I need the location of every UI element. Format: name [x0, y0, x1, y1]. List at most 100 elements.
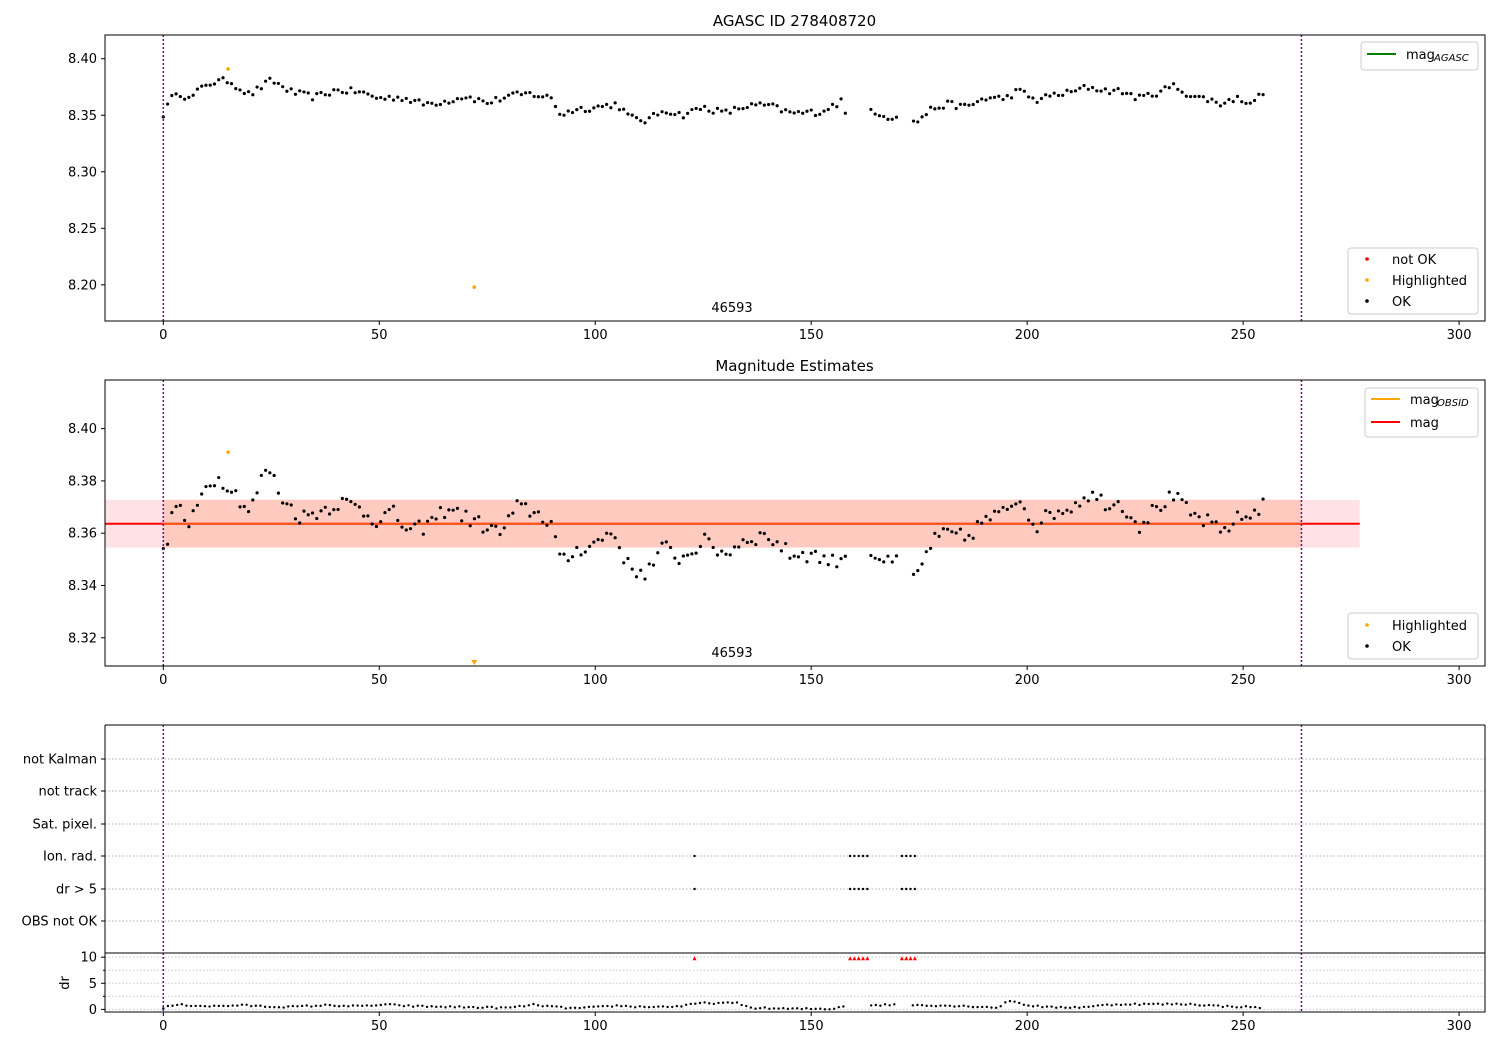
data-point [217, 475, 221, 480]
data-point [874, 1003, 877, 1007]
data-point [1018, 1001, 1021, 1005]
data-point [941, 527, 945, 531]
data-point [1129, 92, 1133, 96]
data-point [711, 111, 715, 115]
legend-marker [1365, 623, 1369, 627]
data-point [438, 506, 442, 510]
data-point [792, 554, 796, 558]
data-point [1056, 93, 1061, 98]
y-tick-label: 8.38 [68, 474, 97, 489]
data-point [1137, 530, 1142, 535]
data-point [1244, 515, 1248, 519]
flag-label: OBS not OK [22, 915, 98, 930]
data-point [458, 1005, 461, 1008]
data-point [786, 1007, 790, 1011]
data-point [221, 76, 225, 80]
data-point [1082, 83, 1086, 88]
data-point [245, 1003, 248, 1006]
data-point [1184, 94, 1188, 98]
legend-label: mag [1410, 416, 1439, 431]
data-point [828, 1008, 831, 1011]
data-point [1257, 512, 1261, 517]
data-point [911, 119, 916, 123]
flag-point [909, 854, 912, 858]
data-point [1009, 504, 1014, 508]
data-point [349, 86, 353, 90]
data-point [1206, 99, 1210, 104]
flag-point [693, 854, 696, 858]
data-point [626, 112, 630, 116]
data-point [504, 1006, 507, 1009]
data-point [772, 1007, 776, 1010]
data-point [1001, 97, 1005, 102]
data-point [1156, 1002, 1160, 1005]
data-point [319, 509, 323, 513]
data-point [749, 102, 754, 106]
data-point [225, 81, 229, 85]
data-point [1161, 1003, 1164, 1006]
x-tick-label: 250 [1231, 673, 1256, 688]
data-point [617, 108, 622, 112]
data-point [613, 536, 617, 540]
data-point [622, 561, 626, 565]
data-point [630, 113, 634, 117]
data-point [289, 87, 293, 91]
data-point [814, 1007, 817, 1011]
data-point [1045, 1005, 1049, 1008]
data-point [383, 97, 387, 101]
data-point [1103, 87, 1107, 91]
data-point [238, 505, 242, 509]
data-point [374, 96, 379, 100]
data-point [187, 525, 191, 529]
data-point [579, 105, 583, 109]
data-point [435, 1005, 438, 1009]
data-point [583, 550, 587, 554]
data-point [997, 94, 1001, 98]
data-point [234, 489, 238, 493]
data-point [1041, 1005, 1044, 1009]
data-point [468, 524, 472, 528]
data-point [656, 113, 660, 117]
data-point [830, 553, 835, 557]
data-point [777, 1007, 780, 1010]
data-point [1116, 500, 1120, 504]
data-point [1082, 496, 1086, 500]
data-point [997, 510, 1001, 514]
data-point [499, 1006, 503, 1009]
data-point [413, 522, 417, 526]
data-point [626, 556, 630, 561]
data-point [481, 1006, 484, 1009]
data-point [963, 102, 967, 107]
legend-label: OK [1392, 640, 1411, 655]
data-point [268, 76, 272, 80]
x-tick-label: 100 [583, 673, 608, 688]
data-point [328, 1003, 332, 1007]
data-point [801, 550, 805, 555]
data-point [1129, 516, 1133, 520]
data-point [336, 507, 340, 512]
data-point [562, 552, 566, 556]
data-point [356, 1004, 359, 1007]
out-of-range-marker [471, 660, 478, 665]
flag-point [848, 887, 852, 891]
data-point [178, 503, 182, 507]
data-point [592, 1005, 595, 1008]
data-point [259, 1004, 262, 1007]
data-point [720, 549, 724, 553]
data-point [992, 95, 997, 99]
data-point [976, 1005, 979, 1009]
data-point [404, 528, 408, 532]
data-point [886, 554, 890, 558]
data-point [1210, 520, 1214, 524]
data-point [1248, 101, 1252, 105]
data-point [402, 1004, 406, 1008]
data-point [408, 527, 413, 531]
data-point [204, 83, 208, 87]
data-point [183, 97, 187, 101]
data-point [745, 105, 749, 110]
data-point [285, 502, 289, 506]
data-point [1099, 493, 1103, 497]
x-tick-label: 100 [583, 328, 608, 343]
data-point [684, 1003, 688, 1006]
data-point [1031, 522, 1035, 526]
